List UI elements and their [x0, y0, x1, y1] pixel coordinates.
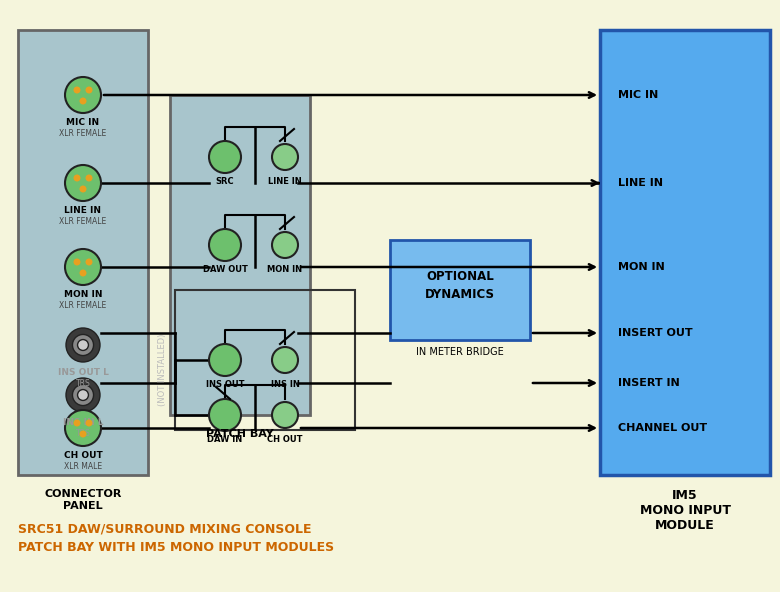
Text: INS OUT L: INS OUT L	[58, 368, 108, 377]
Text: INS IN L: INS IN L	[62, 418, 103, 427]
Circle shape	[272, 232, 298, 258]
Text: LINE IN: LINE IN	[618, 178, 663, 188]
Text: XLR FEMALE: XLR FEMALE	[59, 301, 107, 310]
Text: IM5
MONO INPUT
MODULE: IM5 MONO INPUT MODULE	[640, 489, 731, 532]
Text: XLR FEMALE: XLR FEMALE	[59, 217, 107, 226]
Circle shape	[209, 229, 241, 261]
Text: CH OUT: CH OUT	[64, 451, 102, 460]
Text: XLR MALE: XLR MALE	[64, 462, 102, 471]
Circle shape	[77, 390, 88, 400]
Text: INS IN: INS IN	[271, 380, 300, 389]
Text: OPTIONAL
DYNAMICS: OPTIONAL DYNAMICS	[425, 269, 495, 301]
Text: DAW IN: DAW IN	[207, 435, 243, 444]
Circle shape	[65, 249, 101, 285]
Circle shape	[77, 340, 88, 350]
Circle shape	[80, 185, 87, 192]
Text: INS OUT: INS OUT	[206, 380, 244, 389]
Circle shape	[272, 347, 298, 373]
Bar	[170, 95, 310, 415]
Text: (NOT INSTALLED): (NOT INSTALLED)	[158, 334, 168, 406]
Text: SRC51 DAW/SURROUND MIXING CONSOLE
PATCH BAY WITH IM5 MONO INPUT MODULES: SRC51 DAW/SURROUND MIXING CONSOLE PATCH …	[18, 522, 334, 554]
Text: MIC IN: MIC IN	[618, 90, 658, 100]
Circle shape	[65, 165, 101, 201]
Circle shape	[86, 420, 93, 426]
Text: MON IN: MON IN	[618, 262, 665, 272]
Circle shape	[86, 86, 93, 94]
Text: XLR FEMALE: XLR FEMALE	[59, 129, 107, 138]
Bar	[175, 290, 355, 430]
Circle shape	[209, 399, 241, 431]
Circle shape	[272, 144, 298, 170]
Circle shape	[73, 334, 94, 356]
Text: CONNECTOR
PANEL: CONNECTOR PANEL	[44, 489, 122, 510]
Circle shape	[73, 420, 80, 426]
Circle shape	[209, 344, 241, 376]
Text: INSERT IN: INSERT IN	[618, 378, 679, 388]
Text: LINE IN: LINE IN	[65, 206, 101, 215]
Text: PATCH BAY: PATCH BAY	[206, 429, 274, 439]
Text: MON IN: MON IN	[268, 265, 303, 274]
Circle shape	[73, 259, 80, 265]
Circle shape	[80, 98, 87, 105]
Bar	[600, 30, 770, 475]
Circle shape	[272, 402, 298, 428]
Bar	[390, 240, 530, 340]
Text: LINE IN: LINE IN	[268, 177, 302, 186]
Circle shape	[65, 410, 101, 446]
Bar	[18, 30, 148, 475]
Text: TRS: TRS	[76, 379, 90, 388]
Circle shape	[73, 384, 94, 406]
Text: DAW OUT: DAW OUT	[203, 265, 247, 274]
Text: SRC: SRC	[216, 177, 234, 186]
Text: MIC IN: MIC IN	[66, 118, 100, 127]
Text: TRS: TRS	[76, 429, 90, 438]
Circle shape	[73, 175, 80, 182]
Circle shape	[86, 259, 93, 265]
Text: INSERT OUT: INSERT OUT	[618, 328, 693, 338]
Circle shape	[66, 328, 100, 362]
Circle shape	[73, 86, 80, 94]
Text: CH OUT: CH OUT	[268, 435, 303, 444]
Circle shape	[86, 175, 93, 182]
Text: CHANNEL OUT: CHANNEL OUT	[618, 423, 707, 433]
Text: MON IN: MON IN	[64, 290, 102, 299]
Text: IN METER BRIDGE: IN METER BRIDGE	[416, 347, 504, 357]
Circle shape	[80, 430, 87, 437]
Circle shape	[209, 141, 241, 173]
Circle shape	[66, 378, 100, 412]
Circle shape	[80, 269, 87, 276]
Circle shape	[65, 77, 101, 113]
